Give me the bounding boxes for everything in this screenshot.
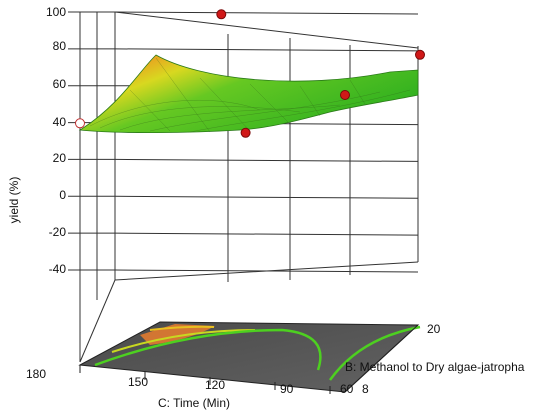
design-point: [75, 118, 85, 129]
z-tick-label: 100: [46, 5, 66, 19]
x-axis-title: C: Time (Min): [158, 396, 230, 410]
z-tick-label: 80: [53, 39, 67, 53]
floor-contour-4: [328, 325, 421, 381]
y-tick-label: 20: [427, 322, 441, 336]
design-point: [415, 49, 425, 60]
z-gridline-back: [114, 232, 419, 236]
y-axis-title: B: Methanol to Dry algae-jatropha: [345, 360, 525, 374]
z-tick-labels: 100 80 60 40 20 0 -20 -40: [46, 5, 66, 276]
x-tick-label: 150: [128, 375, 148, 389]
z-gridlines: [68, 11, 419, 273]
left-wall-grid: [79, 11, 116, 363]
z-tick-label: 40: [53, 115, 67, 129]
design-point: [340, 90, 350, 100]
floor-contour-2: [111, 329, 256, 353]
design-point: [240, 127, 251, 138]
x-tick-label: 120: [205, 378, 225, 392]
z-gridline-back: [114, 48, 419, 52]
z-gridline-back: [114, 269, 419, 273]
design-point: [216, 9, 227, 20]
surface-mesh: [89, 57, 411, 133]
z-tick-label: 60: [53, 77, 67, 91]
z-gridline-back: [114, 158, 419, 162]
z-tick-label: -40: [49, 262, 67, 276]
x-tick-label: 180: [26, 367, 46, 381]
back-wall-grid: [114, 11, 419, 282]
response-surface: [78, 54, 419, 134]
z-tick-label: 0: [59, 188, 66, 202]
floor-contour-3: [94, 328, 322, 371]
z-axis-title: yield (%): [7, 177, 21, 224]
y-tick-labels: 20 8: [362, 322, 441, 396]
design-points: [75, 9, 425, 138]
z-tick-label: -20: [49, 225, 67, 239]
x-tick-labels: 180 150 120 90 60: [26, 367, 354, 396]
x-tick-label: 60: [340, 382, 354, 396]
front-axis-ticks: [79, 324, 419, 394]
z-gridline-back: [114, 195, 419, 199]
z-tick-label: 20: [53, 151, 67, 165]
floor-contour-1: [149, 325, 215, 331]
z-gridline-back: [114, 11, 419, 15]
y-tick-label: 8: [362, 382, 369, 396]
x-tick-label: 90: [280, 382, 294, 396]
